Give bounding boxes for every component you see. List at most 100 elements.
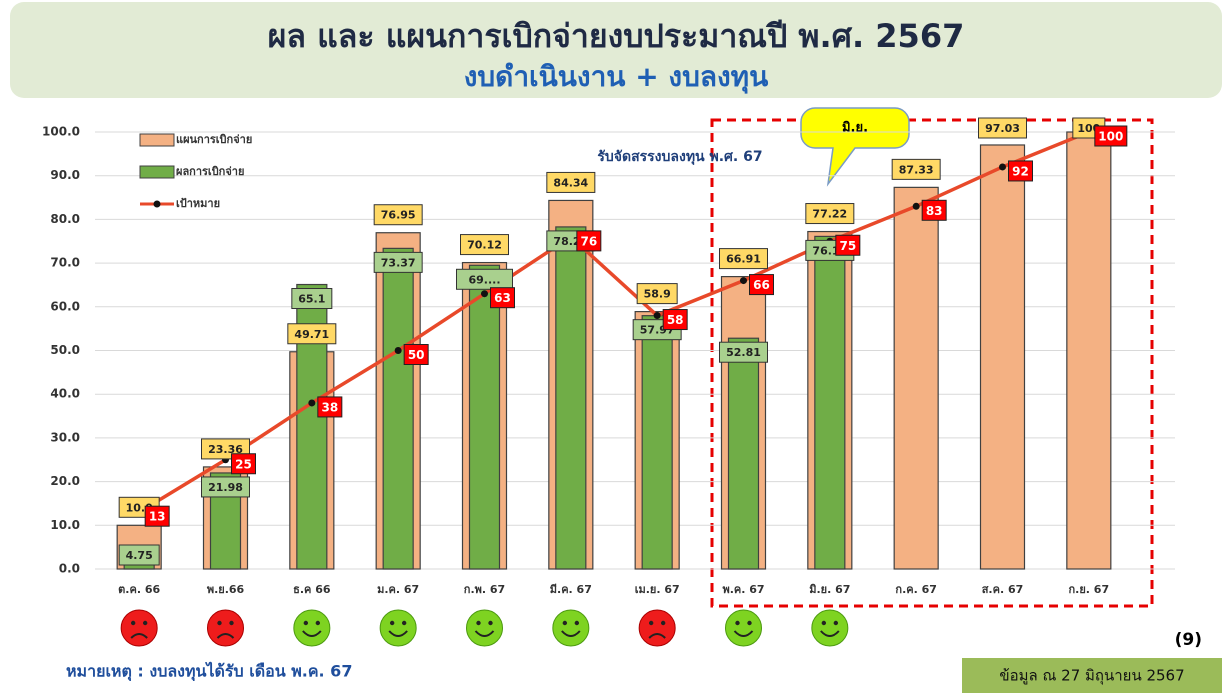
target-label-box (317, 396, 343, 418)
eye (229, 620, 234, 626)
eye (562, 620, 568, 626)
eye (747, 620, 752, 626)
x-tick-label: ต.ค. 66 (118, 583, 160, 596)
target-label-box (749, 274, 774, 296)
line-point (653, 312, 661, 320)
x-tick-label: พ.ย.66 (207, 583, 245, 596)
eye (130, 620, 136, 626)
target-label: 75 (839, 239, 856, 253)
happy-face (725, 609, 762, 647)
face (725, 609, 762, 647)
data-label: 76.95 (381, 209, 416, 222)
y-tick-label: 60.0 (50, 299, 80, 313)
data-label-box (460, 234, 509, 256)
bar (382, 247, 414, 570)
mouth (820, 630, 840, 637)
sad-face (638, 609, 676, 647)
target-label-box (662, 309, 688, 331)
data-label-box (805, 203, 855, 225)
page-number: (9) (1175, 630, 1202, 650)
y-tick-label: 20.0 (50, 474, 80, 488)
mouth (733, 630, 754, 637)
target-label-box (1094, 125, 1128, 147)
face (120, 609, 158, 647)
target-label-box (921, 199, 947, 221)
y-tick-label: 0.0 (59, 562, 80, 576)
data-label: 70.12 (467, 239, 502, 252)
target-label-box (403, 344, 429, 365)
eye (488, 620, 493, 626)
bar (893, 186, 939, 570)
happy-face (466, 609, 503, 647)
y-tick-label: 10.0 (50, 518, 80, 532)
mouth (216, 633, 235, 639)
face (379, 609, 417, 647)
data-label-box (291, 288, 333, 310)
title-banner (10, 2, 1222, 98)
target-label: 13 (149, 510, 166, 524)
y-tick-label: 80.0 (50, 212, 80, 226)
note: หมายเหตุ : งบลงทุนได้รับ เดือน พ.ค. 67 (66, 662, 352, 682)
target-label: 92 (1012, 164, 1029, 178)
bar (979, 144, 1026, 570)
data-label: 73.37 (381, 256, 416, 269)
x-tick-label: มิ.ย. 67 (809, 583, 850, 596)
data-label-box (719, 248, 768, 270)
eye (660, 620, 666, 626)
mouth (302, 630, 322, 637)
mouth (388, 630, 408, 637)
target-label: 50 (408, 348, 425, 362)
face (207, 609, 244, 647)
sad-face (207, 609, 244, 647)
data-label: 97.03 (985, 122, 1020, 135)
bar (555, 226, 587, 570)
legend-label: แผนการเบิกจ่าย (176, 133, 252, 146)
x-tick-label: ก.ย. 67 (1069, 583, 1110, 596)
data-label-box (546, 171, 596, 193)
happy-face (379, 609, 417, 647)
y-tick-label: 50.0 (50, 343, 80, 357)
annotation: รับจัดสรรงบลงทุน พ.ศ. 67 (597, 149, 762, 165)
eye (574, 620, 580, 626)
line-point (912, 202, 920, 210)
line (138, 130, 1090, 514)
data-label: 66.91 (726, 253, 761, 266)
data-label: 21.98 (208, 481, 243, 494)
target-label: 100 (1098, 130, 1123, 144)
y-tick-label: 90.0 (50, 168, 80, 182)
data-label: 58.9 (644, 288, 671, 301)
mouth (648, 633, 666, 639)
eye (476, 620, 481, 626)
target-label-box (490, 287, 515, 309)
target-label-box (144, 505, 170, 527)
x-tick-label: พ.ค. 67 (722, 583, 764, 596)
data-label: 52.81 (726, 346, 761, 359)
date-box (962, 658, 1222, 693)
x-tick-label: เม.ย. 67 (635, 583, 680, 596)
data-label-box (373, 204, 423, 226)
callout-bubble (800, 107, 910, 187)
data-label: 65.1 (298, 293, 325, 306)
line-point (999, 163, 1006, 171)
bar (814, 235, 846, 570)
data-label-box (891, 158, 941, 180)
target-label-box (576, 230, 602, 252)
x-tick-label: ส.ค. 67 (982, 583, 1024, 596)
eye (142, 620, 148, 626)
data-label-box (373, 251, 423, 273)
eye (821, 620, 827, 626)
data-label: 49.71 (294, 328, 329, 341)
y-tick-label: 100.0 (42, 125, 80, 139)
legend-label: เป้าหมาย (176, 197, 220, 210)
face (293, 609, 331, 647)
line-point (740, 277, 747, 285)
y-tick-label: 30.0 (50, 430, 80, 444)
chart-title: ผล และ แผนการเบิกจ่ายงบประมาณปี พ.ศ. 256… (268, 17, 965, 55)
legend-swatch (139, 165, 175, 179)
happy-face (811, 609, 849, 647)
face (811, 609, 849, 647)
happy-face (552, 609, 590, 647)
highlight-box (710, 118, 1154, 608)
face (466, 609, 503, 647)
